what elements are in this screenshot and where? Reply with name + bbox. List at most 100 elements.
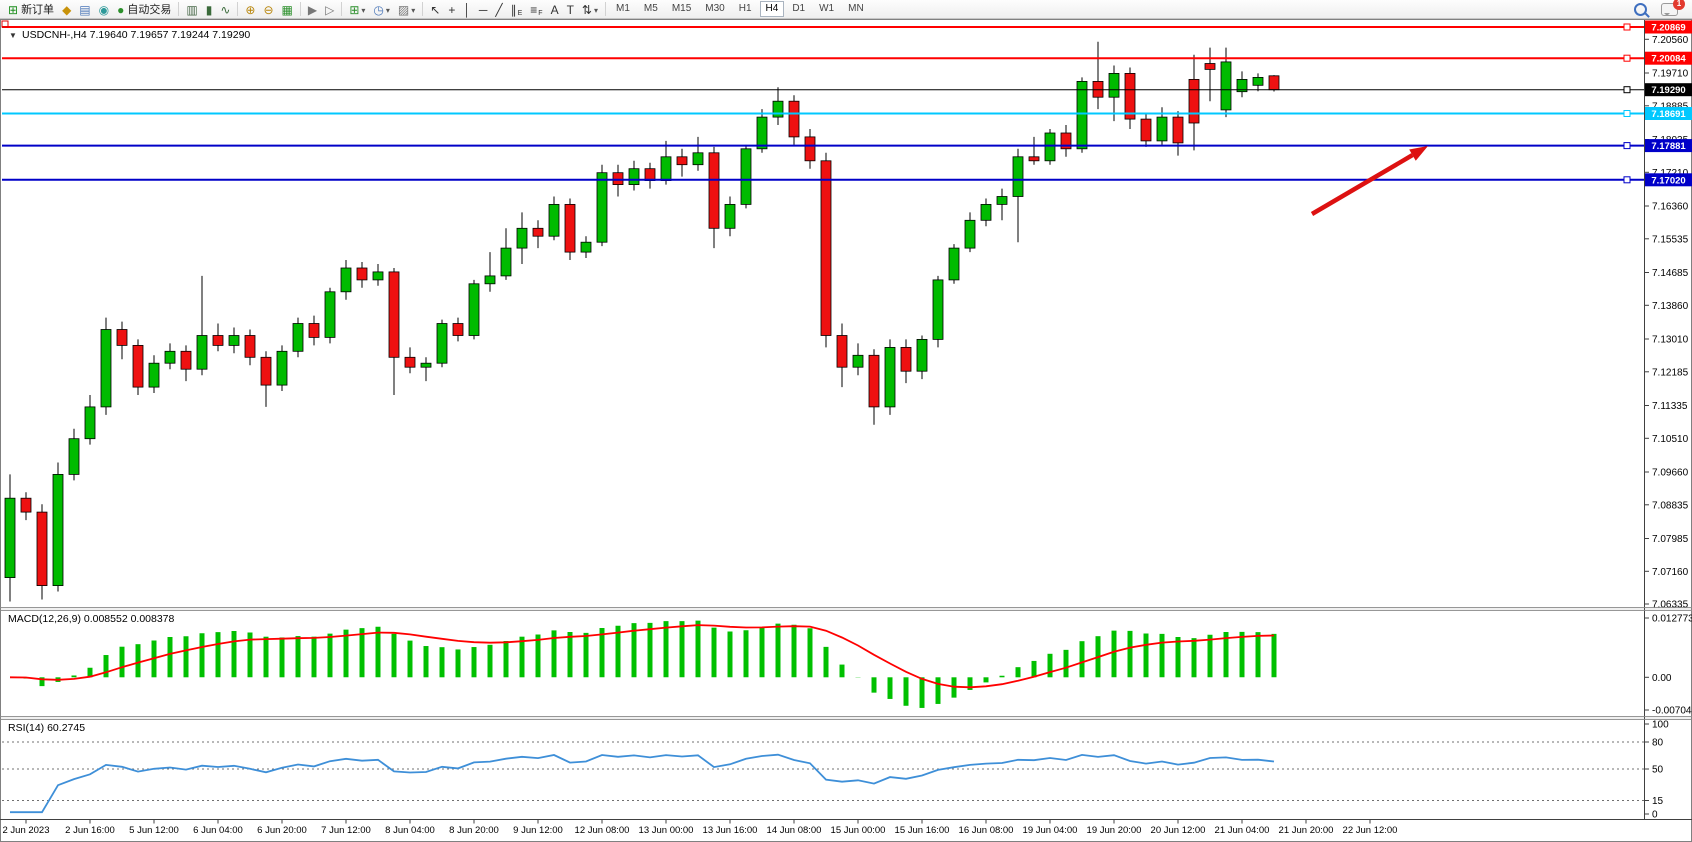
chat-icon[interactable]: 1 <box>1661 0 1685 16</box>
crosshair-button[interactable]: + <box>444 1 459 18</box>
timeframe-m15-button[interactable]: M15 <box>671 3 692 14</box>
market-watch-icon: ◆ <box>62 2 72 17</box>
timeframe-mn-button[interactable]: MN <box>848 3 864 14</box>
bull-candle <box>276 350 288 386</box>
bear-candle <box>820 160 832 336</box>
arrows-caret-icon[interactable]: ▾ <box>593 5 598 15</box>
zoom-in-icon: ⊕ <box>245 2 256 17</box>
bear-candle <box>1172 116 1184 144</box>
price-tick-label: 7.06335 <box>1652 600 1689 611</box>
zoom-out-button[interactable]: ⊖ <box>259 1 277 18</box>
bear-candle <box>452 323 464 336</box>
search-icon[interactable] <box>1634 2 1647 16</box>
timeframe-h1-button[interactable]: H1 <box>738 3 752 14</box>
price-badge-label: 7.17881 <box>1651 141 1686 152</box>
navigator-button[interactable]: ▤ <box>75 1 94 18</box>
equidistant-channel-button[interactable]: ∥ E <box>507 1 527 18</box>
periods-button[interactable]: ◷ ▾ <box>369 1 394 18</box>
text-label-button[interactable]: T <box>563 1 578 18</box>
chart-canvas[interactable]: 7.205607.197107.188857.180357.172107.163… <box>0 19 1692 842</box>
time-tick-label: 21 Jun 04:00 <box>1215 825 1270 836</box>
one-click-trading-marker[interactable] <box>1 20 9 28</box>
indicators-button[interactable]: ⊞ ▾ <box>345 1 369 18</box>
price-tick-label: 7.18885 <box>1652 101 1689 112</box>
bull-candle <box>4 497 16 579</box>
bull-candle <box>228 335 240 346</box>
bar-chart-button[interactable]: ▥ <box>182 1 201 18</box>
bull-candle <box>548 203 560 237</box>
auto-scroll-button[interactable]: ▶ <box>304 1 321 18</box>
chart-shift-button[interactable]: ▷ <box>321 1 338 18</box>
candlestick-chart-button[interactable]: ▮ <box>202 1 217 18</box>
rsi-axis-label: 100 <box>1652 720 1669 731</box>
zoom-in-button[interactable]: ⊕ <box>241 1 259 18</box>
bull-candle <box>292 323 304 352</box>
bear-candle <box>388 271 400 358</box>
macd-axis-label: 0.00 <box>1652 673 1672 684</box>
time-tick-label: 19 Jun 20:00 <box>1087 825 1142 836</box>
trendline-button[interactable]: ╱ <box>491 1 506 18</box>
indicators-caret-icon[interactable]: ▾ <box>361 5 366 15</box>
line-chart-button[interactable]: ∿ <box>216 1 234 18</box>
trend-arrow-shaft[interactable] <box>1310 153 1414 216</box>
hline-handle[interactable] <box>1623 23 1631 31</box>
time-tick-label: 5 Jun 12:00 <box>129 825 179 836</box>
vertical-line-icon: │ <box>463 2 471 17</box>
text-button[interactable]: A <box>547 1 563 18</box>
vertical-line-button[interactable]: │ <box>459 1 475 18</box>
price-axis[interactable]: 7.205607.197107.188857.180357.172107.163… <box>1644 35 1689 611</box>
bull-candle <box>884 346 896 408</box>
bull-candle <box>164 350 176 364</box>
autotrading-button[interactable]: ● 自动交易 <box>113 1 175 18</box>
macd-signal-line <box>9 624 1275 689</box>
price-tick-label: 7.13010 <box>1652 335 1689 346</box>
templates-button[interactable]: ▨ ▾ <box>394 1 419 18</box>
autotrading-icon: ● <box>117 2 125 17</box>
timeframe-w1-button[interactable]: W1 <box>819 3 835 14</box>
price-tick-label: 7.19710 <box>1652 69 1689 80</box>
price-badge-7.20084 <box>1645 51 1692 65</box>
price-badge-label: 7.20869 <box>1651 23 1685 34</box>
rsi-axis-label: 50 <box>1652 765 1664 776</box>
bull-candle <box>852 354 864 368</box>
bear-candle <box>532 227 544 237</box>
templates-caret-icon[interactable]: ▾ <box>411 5 416 15</box>
price-tick-label: 7.13860 <box>1652 301 1689 312</box>
timeframe-m30-button[interactable]: M30 <box>705 3 725 14</box>
periods-caret-icon[interactable]: ▾ <box>385 5 390 15</box>
bull-candle <box>196 335 208 370</box>
hline-handle[interactable] <box>1623 110 1631 117</box>
timeframe-h4-button[interactable]: H4 <box>759 1 785 17</box>
arrows-button[interactable]: ⇅ ▾ <box>578 1 602 18</box>
bear-candle <box>1188 79 1200 124</box>
fibonacci-icon: ≡ <box>530 2 538 17</box>
timeframe-m5-button[interactable]: M5 <box>643 3 658 14</box>
hline-handle[interactable] <box>1623 142 1631 150</box>
market-watch-button[interactable]: ◆ <box>58 1 75 18</box>
horizontal-line-button[interactable]: ─ <box>475 1 492 18</box>
bear-candle <box>1268 75 1280 91</box>
time-tick-label: 21 Jun 20:00 <box>1279 825 1334 836</box>
bull-candle <box>1076 81 1088 150</box>
bear-candle <box>20 497 32 513</box>
hline-handle[interactable] <box>1623 54 1631 62</box>
new-order-label: 新订单 <box>21 3 55 16</box>
hline-handle[interactable] <box>1623 176 1631 184</box>
equidistant-channel-icon: ∥ <box>510 2 517 17</box>
bear-candle <box>836 335 848 368</box>
hline-handle[interactable] <box>1623 86 1631 94</box>
tile-windows-button[interactable]: ▦ <box>278 1 297 18</box>
timeframe-d1-button[interactable]: D1 <box>792 3 806 14</box>
time-axis[interactable]: 2 Jun 2023 2 Jun 16:00 5 Jun 12:00 6 Jun 04… <box>2 819 1397 837</box>
cursor-button[interactable]: ↖ <box>426 1 444 18</box>
fibonacci-button[interactable]: ≡ F <box>526 1 546 18</box>
bull-candle <box>1236 79 1248 93</box>
price-tick-label: 7.10510 <box>1652 434 1689 445</box>
bear-candle <box>1204 63 1216 70</box>
tile-windows-icon: ▦ <box>281 2 293 17</box>
trend-arrow-head[interactable] <box>1409 146 1428 161</box>
one-click-trading-icon[interactable]: ▼ <box>9 31 17 40</box>
timeframe-m1-button[interactable]: M1 <box>616 3 630 14</box>
new-order-button[interactable]: ⊞ 新订单 <box>4 1 58 18</box>
signals-radar-button[interactable]: ◉ <box>95 1 113 18</box>
